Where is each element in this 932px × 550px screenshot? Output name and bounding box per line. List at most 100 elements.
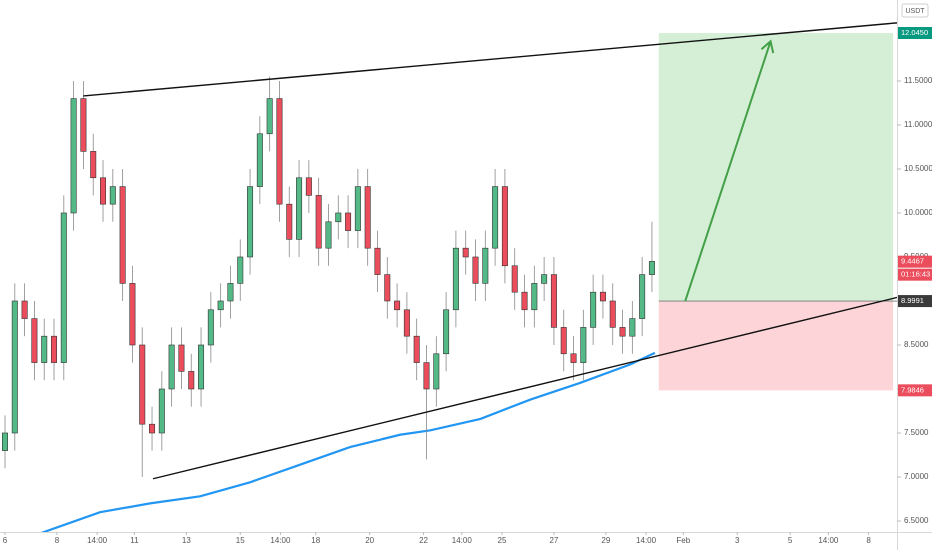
x-tick-label: 15 bbox=[236, 536, 245, 545]
x-tick-label: 8 bbox=[866, 536, 871, 545]
y-tick-label: 7.5000 bbox=[904, 428, 929, 437]
candle-body bbox=[276, 98, 283, 205]
x-tick-label: 27 bbox=[549, 536, 558, 545]
candle-body bbox=[129, 283, 136, 346]
candle-body bbox=[109, 186, 116, 205]
candle-body bbox=[599, 291, 606, 302]
stop-zone bbox=[658, 301, 894, 391]
candle-body bbox=[570, 353, 577, 363]
candle-body bbox=[70, 98, 77, 214]
arrow-head bbox=[760, 39, 775, 54]
y-tick-label: 11.5000 bbox=[904, 76, 932, 85]
candle-body bbox=[492, 186, 499, 249]
x-tick-label: 25 bbox=[498, 536, 507, 545]
candle-body bbox=[217, 300, 224, 311]
price-label: 7.9846 bbox=[901, 385, 924, 394]
x-tick-label: 6 bbox=[3, 536, 8, 545]
y-tick-label: 8.5000 bbox=[904, 340, 929, 349]
candle-body bbox=[482, 247, 489, 284]
candle-body bbox=[41, 335, 48, 363]
price-label-box bbox=[898, 255, 932, 268]
candle-body bbox=[531, 283, 538, 311]
candle-body bbox=[266, 98, 273, 135]
y-tick-label: 11.0000 bbox=[904, 120, 932, 129]
x-tick-label: 14:00 bbox=[452, 536, 473, 545]
candle-body bbox=[158, 388, 165, 434]
candle-body bbox=[560, 327, 567, 355]
candle-body bbox=[511, 265, 518, 293]
candle-body bbox=[619, 327, 626, 337]
candle-body bbox=[247, 186, 254, 258]
candle-body bbox=[296, 177, 303, 240]
x-tick-label: 14:00 bbox=[636, 536, 657, 545]
candle-body bbox=[335, 212, 342, 223]
x-tick-label: 20 bbox=[365, 536, 374, 545]
x-tick-label: 14:00 bbox=[87, 536, 108, 545]
countdown: 01:16:43 bbox=[901, 270, 930, 279]
candle-body bbox=[227, 283, 234, 302]
candle-body bbox=[21, 300, 28, 319]
candle-body bbox=[462, 247, 469, 258]
candle-body bbox=[452, 247, 459, 311]
x-tick-label: 13 bbox=[182, 536, 191, 545]
candle-body bbox=[648, 261, 655, 275]
x-tick-label: 14:00 bbox=[270, 536, 291, 545]
candle-body bbox=[609, 300, 616, 328]
candle-body bbox=[364, 186, 371, 249]
x-tick-label: 5 bbox=[788, 536, 793, 545]
candle-body bbox=[472, 256, 479, 284]
candle-body bbox=[31, 318, 38, 363]
candle-body bbox=[345, 212, 352, 231]
candle-body bbox=[550, 274, 557, 328]
x-tick-label: Feb bbox=[676, 536, 690, 545]
candle-body bbox=[188, 371, 195, 390]
candle-body bbox=[590, 291, 597, 328]
candle-body bbox=[286, 203, 293, 240]
price-label: 12.0450 bbox=[901, 28, 928, 37]
candle-body bbox=[139, 344, 146, 425]
x-tick-label: 14:00 bbox=[818, 536, 839, 545]
candle-body bbox=[168, 344, 175, 390]
candle-body bbox=[305, 177, 312, 196]
candle-body bbox=[237, 256, 244, 284]
price-label-box bbox=[898, 27, 932, 40]
y-tick-label: 10.0000 bbox=[904, 208, 932, 217]
candle-body bbox=[394, 300, 401, 311]
candle-body bbox=[403, 309, 410, 337]
trendline bbox=[152, 296, 897, 480]
candle-body bbox=[443, 309, 450, 355]
x-tick-label: 22 bbox=[419, 536, 428, 545]
candle-body bbox=[501, 186, 508, 267]
x-tick-label: 8 bbox=[55, 536, 60, 545]
x-tick-label: 11 bbox=[130, 536, 139, 545]
candle-body bbox=[178, 344, 185, 372]
candle-body bbox=[315, 195, 322, 249]
x-tick-label: 3 bbox=[735, 536, 740, 545]
candle-body bbox=[541, 274, 548, 284]
x-tick-label: 18 bbox=[311, 536, 320, 545]
candle-body bbox=[256, 133, 263, 187]
candle-body bbox=[354, 186, 361, 231]
candle-body bbox=[198, 344, 205, 390]
plot-area bbox=[2, 22, 897, 532]
candle-body bbox=[60, 212, 67, 363]
price-label: 9.4467 bbox=[901, 257, 924, 266]
candle-body bbox=[207, 309, 214, 346]
y-tick-label: 7.0000 bbox=[904, 472, 929, 481]
arrow-shaft bbox=[684, 41, 772, 302]
candle-body bbox=[11, 300, 18, 434]
candle-body bbox=[100, 177, 107, 205]
candle-body bbox=[580, 327, 587, 363]
currency: USDT bbox=[905, 8, 925, 15]
candle-body bbox=[119, 186, 126, 284]
candle-body bbox=[149, 423, 156, 434]
candle-body bbox=[384, 274, 391, 302]
candle-body bbox=[413, 335, 420, 363]
currency-box bbox=[901, 3, 929, 18]
candle-body bbox=[423, 362, 430, 390]
candle-body bbox=[629, 318, 636, 337]
candle-body bbox=[80, 98, 87, 152]
target-zone bbox=[658, 33, 894, 302]
candle-body bbox=[521, 291, 528, 311]
